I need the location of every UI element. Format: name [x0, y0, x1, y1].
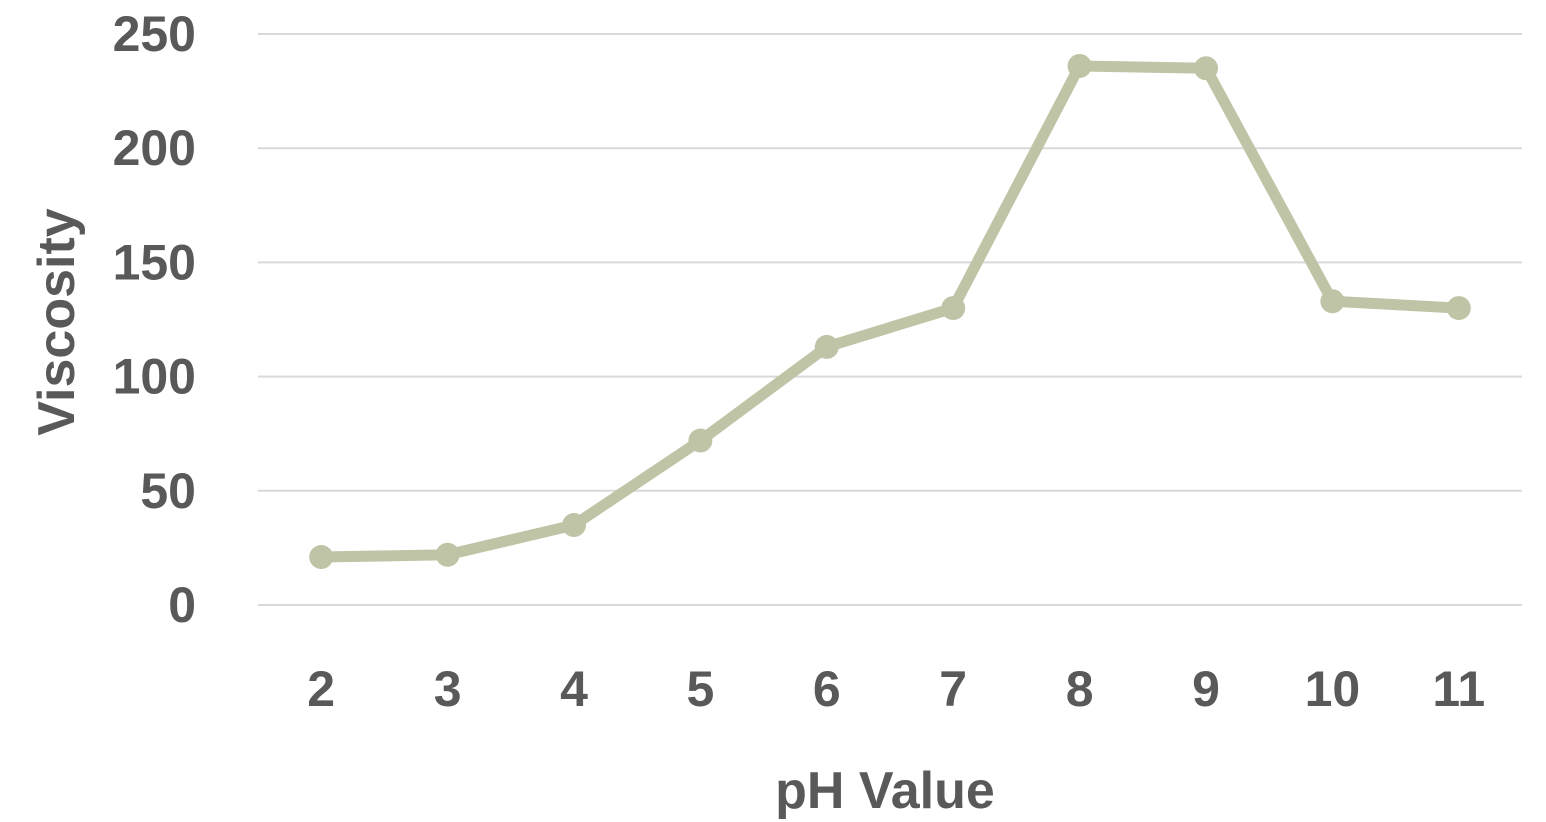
- y-tick-label: 150: [113, 234, 196, 290]
- y-tick-label: 200: [113, 120, 196, 176]
- x-axis-title: pH Value: [775, 762, 995, 820]
- data-point: [688, 428, 713, 453]
- data-point: [1320, 289, 1345, 314]
- x-tick-label: 10: [1305, 661, 1361, 717]
- data-point: [562, 513, 586, 538]
- x-tick-label: 4: [560, 661, 588, 717]
- x-tick-label: 7: [939, 661, 967, 717]
- data-point: [435, 542, 460, 567]
- x-tick-label: 11: [1432, 661, 1485, 717]
- x-tick-labels: 2 3 4 5 6 7 8 9 10 11: [307, 661, 1485, 717]
- data-point: [1194, 56, 1218, 81]
- data-point: [309, 545, 334, 570]
- y-axis-title: Viscosity: [28, 208, 86, 435]
- x-tick-label: 2: [307, 661, 335, 717]
- x-tick-label: 9: [1192, 661, 1220, 717]
- y-tick-label: 250: [113, 6, 196, 62]
- y-tick-label: 0: [168, 577, 196, 633]
- y-tick-label: 50: [140, 463, 196, 519]
- x-tick-label: 3: [434, 661, 462, 717]
- data-point: [941, 296, 966, 321]
- series-line: [315, 60, 1465, 563]
- data-point: [1446, 296, 1471, 321]
- data-point: [814, 334, 839, 359]
- gridlines: [258, 33, 1522, 606]
- series-group: [309, 53, 1471, 570]
- x-tick-label: 5: [686, 661, 714, 717]
- x-tick-label: 8: [1066, 661, 1094, 717]
- x-tick-label: 6: [813, 661, 841, 717]
- y-tick-label: 100: [113, 349, 196, 405]
- data-point: [1067, 53, 1092, 78]
- y-tick-labels: 0 50 100 150 200 250: [113, 6, 196, 633]
